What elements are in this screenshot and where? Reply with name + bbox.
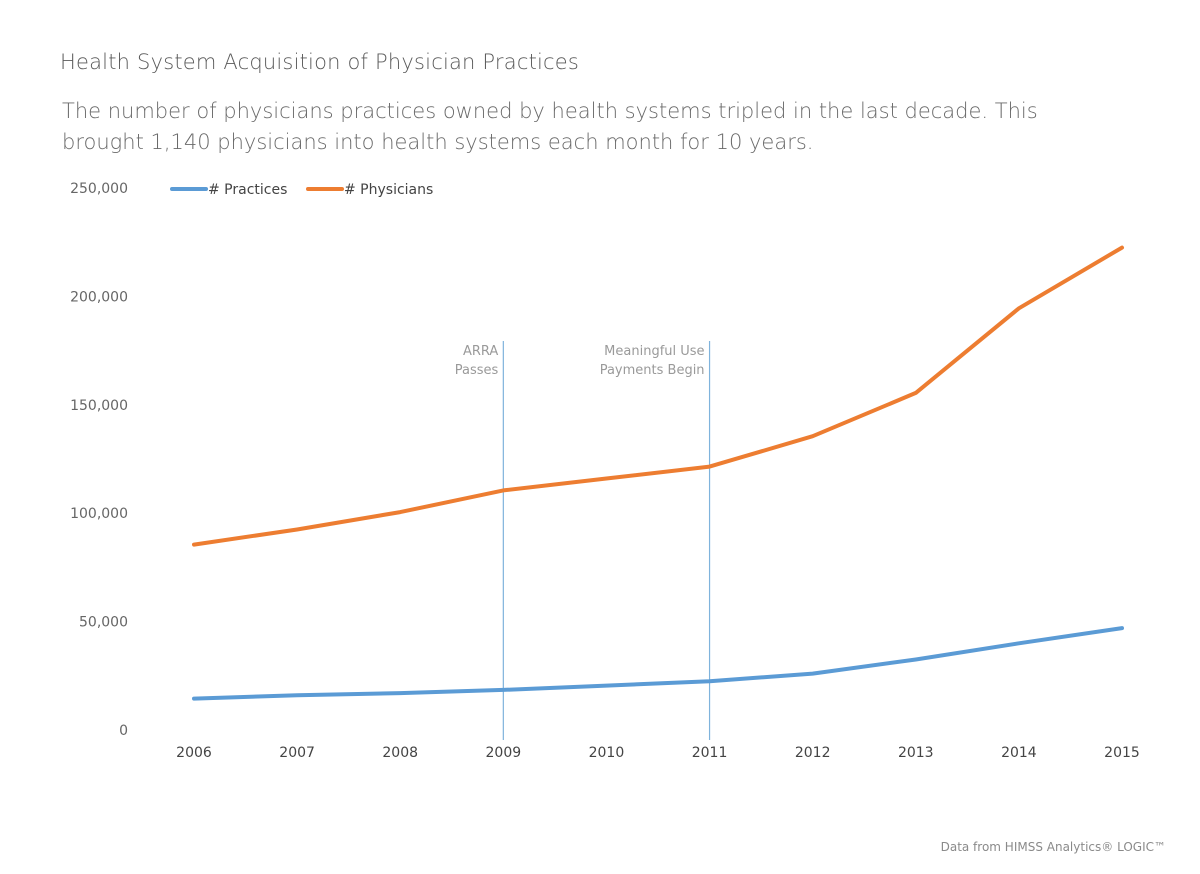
- x-tick-label: 2006: [176, 745, 212, 761]
- y-tick-label: 100,000: [70, 506, 128, 522]
- x-tick-label: 2009: [486, 745, 522, 761]
- x-tick-label: 2008: [382, 745, 418, 761]
- annotation-label: Passes: [455, 363, 499, 378]
- y-tick-label: 50,000: [79, 615, 128, 631]
- x-tick-label: 2012: [795, 745, 831, 761]
- y-tick-label: 150,000: [70, 398, 128, 414]
- y-tick-label: 200,000: [70, 289, 128, 305]
- chart-title: Health System Acquisition of Physician P…: [60, 50, 580, 74]
- series-line-practices: [192, 626, 1124, 701]
- series-line-physicians: [192, 245, 1124, 547]
- x-tick-label: 2014: [1001, 745, 1037, 761]
- y-tick-label: 250,000: [70, 181, 128, 197]
- chart-subtitle: The number of physicians practices owned…: [62, 99, 1038, 154]
- x-tick-label: 2010: [589, 745, 625, 761]
- legend-label: # Practices: [208, 182, 287, 198]
- y-tick-label: 0: [119, 723, 128, 739]
- x-tick-label: 2013: [898, 745, 934, 761]
- annotation-label: Payments Begin: [600, 363, 705, 378]
- legend-label: # Physicians: [344, 182, 433, 198]
- data-source-note: Data from HIMSS Analytics® LOGIC™: [940, 840, 1166, 854]
- x-tick-label: 2011: [692, 745, 728, 761]
- x-tick-label: 2007: [279, 745, 315, 761]
- annotation-label: Meaningful Use: [604, 344, 704, 359]
- annotation-label: ARRA: [463, 344, 498, 359]
- x-tick-label: 2015: [1104, 745, 1140, 761]
